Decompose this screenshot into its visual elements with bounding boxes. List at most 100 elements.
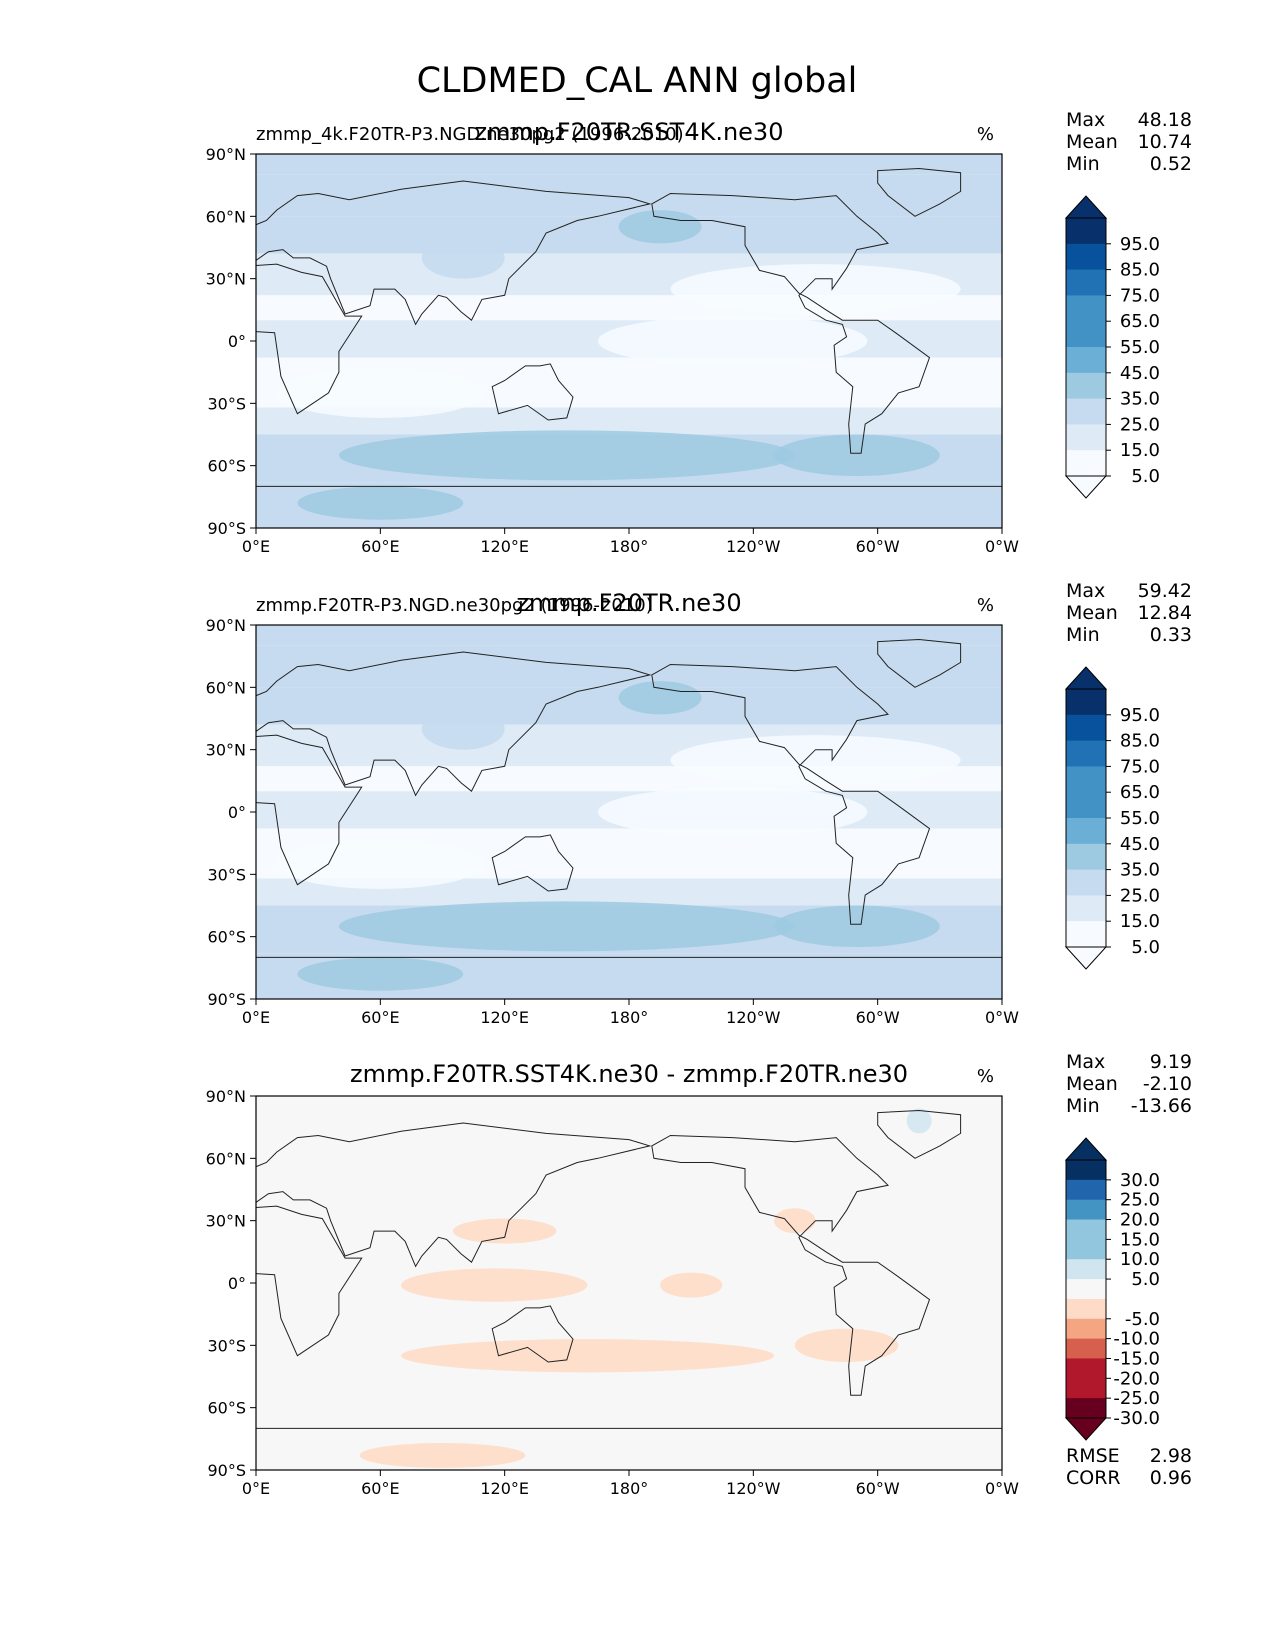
stat-value: 9.19 xyxy=(1150,1051,1192,1073)
colorbar-tick-label: 65.0 xyxy=(1120,311,1160,332)
colorbar-segment xyxy=(1066,1160,1106,1181)
colorbar-segment xyxy=(1066,895,1106,922)
colorbar: 95.0 85.0 75.0 65.0 55.0 45.0 35.0 25.0 15.0 5.0 xyxy=(1064,666,1160,970)
stat-label: Max xyxy=(1066,109,1105,131)
coastline xyxy=(256,1427,1002,1470)
x-tick-label: 60°W xyxy=(856,1479,900,1498)
metric-label: CORR xyxy=(1066,1467,1121,1489)
contour-blob xyxy=(421,237,505,279)
contour-blob xyxy=(670,735,961,785)
y-tick-label: 60°S xyxy=(207,928,246,947)
colorbar-tick-label: 55.0 xyxy=(1120,808,1160,829)
y-tick-label: 0° xyxy=(228,803,246,822)
x-tick-label: 0°E xyxy=(242,1008,270,1027)
colorbar-segment xyxy=(1066,921,1106,948)
colorbar-segment xyxy=(1066,869,1106,896)
y-tick-label: 30°S xyxy=(207,394,246,413)
contour-blob xyxy=(618,681,702,715)
colorbar-segment xyxy=(1066,1279,1106,1300)
panel-title-center: zmmp.F20TR.SST4K.ne30 - zmmp.F20TR.ne30 xyxy=(350,1060,908,1088)
y-tick-label: 90°N xyxy=(206,1087,246,1106)
colorbar-extend-min xyxy=(1064,475,1108,499)
colorbar-segment xyxy=(1066,1179,1106,1201)
colorbar-extend-max xyxy=(1064,666,1108,690)
contour-blob xyxy=(359,1442,526,1468)
colorbar-tick-label: 55.0 xyxy=(1120,337,1160,358)
colorbar-segment xyxy=(1066,1298,1106,1320)
contour-blob xyxy=(401,1268,588,1302)
colorbar-segment xyxy=(1066,792,1106,819)
colorbar-segment xyxy=(1066,424,1106,451)
coastline xyxy=(256,1205,363,1357)
panel-title-center: zmmp.F20TR.ne30 xyxy=(516,589,741,617)
colorbar-tick-label: 5.0 xyxy=(1131,1269,1160,1290)
contour-blob xyxy=(338,430,795,481)
colorbar-tick-label: 5.0 xyxy=(1131,937,1160,958)
contour-field xyxy=(256,1096,1002,1470)
contour-blob xyxy=(774,905,940,948)
coastline xyxy=(877,167,962,217)
metric-value: 2.98 xyxy=(1150,1445,1192,1467)
panel-title-left: zmmp_4k.F20TR-P3.NGD.ne30pg2 (1996-2010) xyxy=(256,124,684,145)
coastline xyxy=(651,192,931,454)
coastline xyxy=(877,1109,962,1159)
colorbar: 30.025.020.015.010.05.0 -5.0-10.0-15.0-20… xyxy=(1064,1137,1160,1441)
contour-band xyxy=(256,1096,1002,1470)
x-tick-label: 60°E xyxy=(361,1479,399,1498)
colorbar-extend-max xyxy=(1064,1137,1108,1161)
colorbar-segment xyxy=(1066,1219,1106,1240)
colorbar-tick-label: 10.0 xyxy=(1120,1249,1160,1270)
x-tick-label: 0°E xyxy=(242,537,270,556)
colorbar-tick-label: -5.0 xyxy=(1125,1309,1160,1330)
colorbar-tick-label: -30.0 xyxy=(1113,1408,1160,1429)
coastline xyxy=(256,956,1002,999)
coastline xyxy=(651,1134,931,1396)
colorbar-tick-label: 20.0 xyxy=(1120,1210,1160,1231)
colorbar-tick-label: 85.0 xyxy=(1120,731,1160,752)
colorbar-tick-label: 5.0 xyxy=(1131,466,1160,487)
colorbar-segment xyxy=(1066,372,1106,400)
colorbar-segment xyxy=(1066,218,1106,245)
coastline xyxy=(256,485,1002,528)
contour-field xyxy=(256,625,1002,999)
contour-blob xyxy=(618,210,702,244)
colorbar-segment xyxy=(1066,243,1106,271)
colorbar-segment xyxy=(1066,398,1106,425)
y-tick-label: 90°S xyxy=(207,1461,246,1480)
stat-value: 0.52 xyxy=(1150,153,1192,175)
contour-blob xyxy=(774,1208,816,1234)
colorbar-tick-label: 95.0 xyxy=(1120,705,1160,726)
coastline xyxy=(256,734,363,886)
y-tick-label: 30°N xyxy=(206,1212,246,1231)
stat-value: 48.18 xyxy=(1138,109,1192,131)
coastline xyxy=(256,263,363,415)
panel-units: % xyxy=(977,124,994,145)
coastline xyxy=(651,663,931,925)
x-tick-label: 0°E xyxy=(242,1479,270,1498)
x-tick-label: 60°W xyxy=(856,1008,900,1027)
contour-blob xyxy=(774,434,940,477)
colorbar-tick-label: -10.0 xyxy=(1113,1329,1160,1350)
colorbar-segment xyxy=(1066,1338,1106,1359)
coastline xyxy=(256,651,652,797)
stat-label: Min xyxy=(1066,153,1100,175)
x-tick-label: 120°W xyxy=(726,537,781,556)
x-tick-label: 120°W xyxy=(726,1479,781,1498)
x-tick-label: 120°E xyxy=(480,1008,529,1027)
stat-value: -2.10 xyxy=(1143,1073,1192,1095)
panel-1: zmmp_4k.F20TR-P3.NGD.ne30pg2 (1996-2010)… xyxy=(206,109,1192,556)
x-tick-label: 180° xyxy=(610,537,649,556)
coastline xyxy=(256,180,652,326)
x-tick-label: 120°E xyxy=(480,1479,529,1498)
colorbar-tick-label: 85.0 xyxy=(1120,260,1160,281)
contour-blob xyxy=(276,839,484,889)
y-tick-label: 30°S xyxy=(207,1336,246,1355)
coastline xyxy=(491,834,574,892)
contour-blob xyxy=(276,368,484,418)
stat-value: 0.33 xyxy=(1150,624,1192,646)
colorbar-tick-label: 35.0 xyxy=(1120,860,1160,881)
contour-blob xyxy=(906,1108,932,1134)
y-tick-label: 90°S xyxy=(207,519,246,538)
stat-value: 10.74 xyxy=(1138,131,1192,153)
